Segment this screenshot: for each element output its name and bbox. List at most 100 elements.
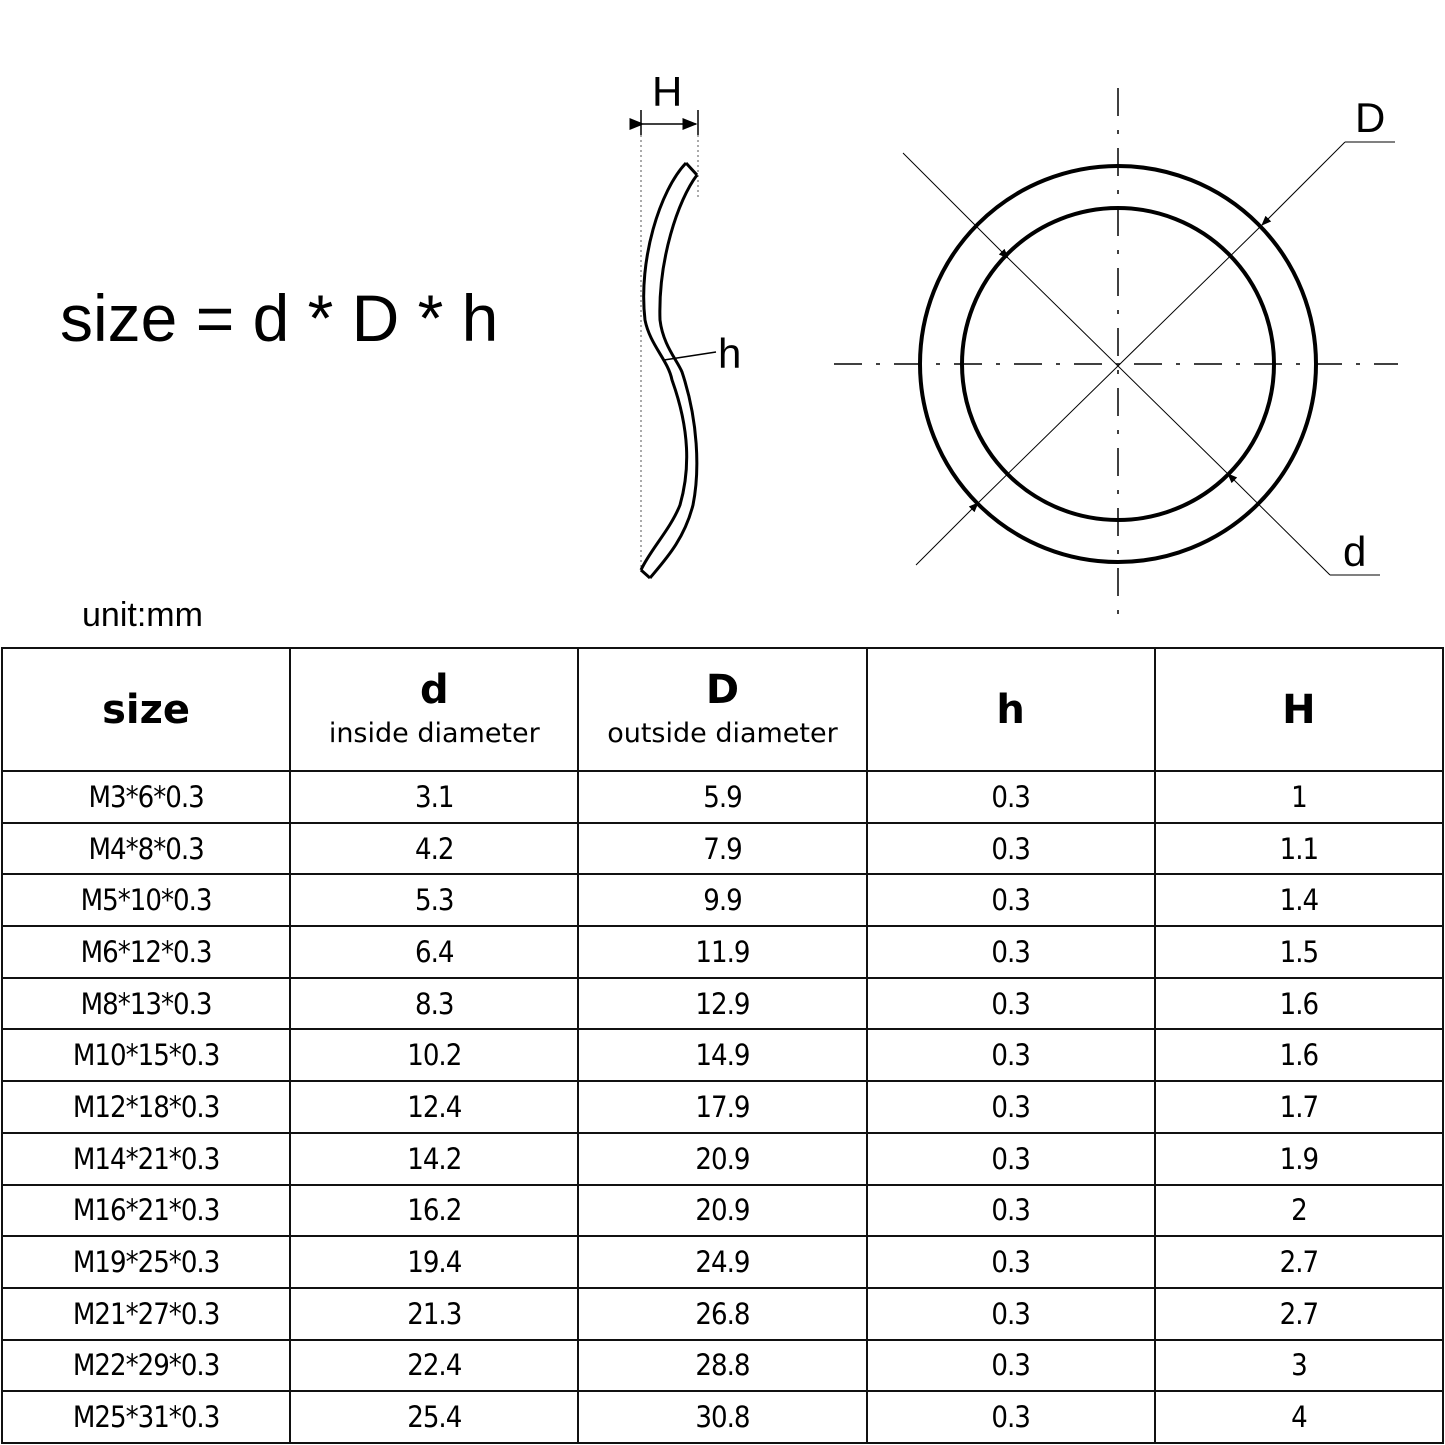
table-row: M3*6*0.3 3.1 5.9 0.3 1 (0, 770, 1445, 824)
column-header-title: H (1282, 686, 1316, 733)
table-cell: 0.3 (865, 770, 1156, 824)
table-cell: M21*27*0.3 (0, 1286, 292, 1341)
table-cell: 0.3 (865, 873, 1156, 928)
table-cell: 14.2 (289, 1131, 580, 1186)
table-cell: 4 (1153, 1390, 1445, 1444)
table-cell: 12.9 (577, 976, 868, 1031)
column-header-title: D (705, 666, 740, 713)
table-cell: 26.8 (577, 1286, 868, 1341)
table-row: M8*13*0.3 8.3 12.9 0.3 1.6 (0, 976, 1445, 1031)
size-formula: size = d * D * h (60, 281, 499, 355)
table-cell: M16*21*0.3 (0, 1183, 292, 1238)
table-row: M25*31*0.3 25.4 30.8 0.3 4 (0, 1390, 1445, 1444)
wave-washer-drawing: H h D d (629, 68, 1398, 620)
table-row: M6*12*0.3 6.4 11.9 0.3 1.5 (0, 925, 1445, 979)
table-cell: 1.9 (1153, 1131, 1445, 1186)
table-cell: 3.1 (289, 770, 580, 824)
table-cell: 25.4 (289, 1390, 580, 1444)
table-cell: 5.3 (289, 873, 580, 928)
unit-label: unit:mm (82, 596, 203, 634)
table-row: M4*8*0.3 4.2 7.9 0.3 1.1 (0, 821, 1445, 876)
column-header-title: d (419, 666, 449, 713)
table-row: M14*21*0.3 14.2 20.9 0.3 1.9 (0, 1131, 1445, 1186)
label-D: D (1355, 94, 1385, 141)
table-cell: 8.3 (289, 976, 580, 1031)
table-cell: 1.6 (1153, 976, 1445, 1031)
table-cell: M12*18*0.3 (0, 1080, 292, 1134)
table-cell: 7.9 (577, 821, 868, 876)
table-cell: M10*15*0.3 (0, 1028, 292, 1083)
table-cell: 1.5 (1153, 925, 1445, 979)
table-row: M12*18*0.3 12.4 17.9 0.3 1.7 (0, 1080, 1445, 1134)
table-cell: 14.9 (577, 1028, 868, 1083)
table-cell: M22*29*0.3 (0, 1338, 292, 1393)
table-cell: 28.8 (577, 1338, 868, 1393)
column-header: d inside diameter (289, 647, 580, 772)
table-cell: 12.4 (289, 1080, 580, 1134)
table-cell: 2 (1153, 1183, 1445, 1238)
table-cell: 2.7 (1153, 1235, 1445, 1289)
table-row: M21*27*0.3 21.3 26.8 0.3 2.7 (0, 1286, 1445, 1341)
column-header-title: size (102, 686, 191, 733)
table-cell: 1 (1153, 770, 1445, 824)
table-cell: M25*31*0.3 (0, 1390, 292, 1444)
table-row: M22*29*0.3 22.4 28.8 0.3 3 (0, 1338, 1445, 1393)
table-cell: M3*6*0.3 (0, 770, 292, 824)
table-cell: 5.9 (577, 770, 868, 824)
table-cell: 20.9 (577, 1183, 868, 1238)
column-header: h (865, 647, 1156, 772)
label-h: h (718, 330, 741, 377)
table-cell: 17.9 (577, 1080, 868, 1134)
table-row: M5*10*0.3 5.3 9.9 0.3 1.4 (0, 873, 1445, 928)
table-cell: 19.4 (289, 1235, 580, 1289)
table-cell: 1.6 (1153, 1028, 1445, 1083)
table-cell: 0.3 (865, 976, 1156, 1031)
table-cell: M14*21*0.3 (0, 1131, 292, 1186)
column-header-subtitle: outside diameter (607, 717, 838, 749)
table-cell: 0.3 (865, 1286, 1156, 1341)
table-cell: 0.3 (865, 1390, 1156, 1444)
table-cell: 0.3 (865, 1338, 1156, 1393)
table-cell: 0.3 (865, 925, 1156, 979)
table-cell: 24.9 (577, 1235, 868, 1289)
table-cell: M4*8*0.3 (0, 821, 292, 876)
table-cell: 4.2 (289, 821, 580, 876)
table-cell: 16.2 (289, 1183, 580, 1238)
table-cell: 0.3 (865, 1183, 1156, 1238)
table-cell: 9.9 (577, 873, 868, 928)
table-cell: 22.4 (289, 1338, 580, 1393)
table-cell: 0.3 (865, 821, 1156, 876)
table-cell: M8*13*0.3 (0, 976, 292, 1031)
table-cell: 21.3 (289, 1286, 580, 1341)
table-cell: 0.3 (865, 1028, 1156, 1083)
table-cell: M5*10*0.3 (0, 873, 292, 928)
table-cell: 0.3 (865, 1080, 1156, 1134)
side-profile: H h (629, 68, 741, 580)
table-row: M19*25*0.3 19.4 24.9 0.3 2.7 (0, 1235, 1445, 1289)
table-cell: 11.9 (577, 925, 868, 979)
table-cell: 0.3 (865, 1131, 1156, 1186)
table-cell: 1.7 (1153, 1080, 1445, 1134)
table-cell: 10.2 (289, 1028, 580, 1083)
table-cell: 3 (1153, 1338, 1445, 1393)
front-view: D d (834, 88, 1398, 620)
table-cell: 1.1 (1153, 821, 1445, 876)
table-cell: 6.4 (289, 925, 580, 979)
table-row: M10*15*0.3 10.2 14.9 0.3 1.6 (0, 1028, 1445, 1083)
label-H: H (652, 68, 682, 115)
table-cell: M19*25*0.3 (0, 1235, 292, 1289)
table-cell: 30.8 (577, 1390, 868, 1444)
table-cell: 1.4 (1153, 873, 1445, 928)
table-cell: M6*12*0.3 (0, 925, 292, 979)
column-header: size (0, 647, 292, 772)
table-row: M16*21*0.3 16.2 20.9 0.3 2 (0, 1183, 1445, 1238)
table-cell: 0.3 (865, 1235, 1156, 1289)
column-header-subtitle: inside diameter (328, 717, 540, 749)
label-d: d (1343, 528, 1366, 575)
column-header: H (1153, 647, 1445, 772)
column-header-title: h (996, 686, 1025, 733)
table-cell: 2.7 (1153, 1286, 1445, 1341)
